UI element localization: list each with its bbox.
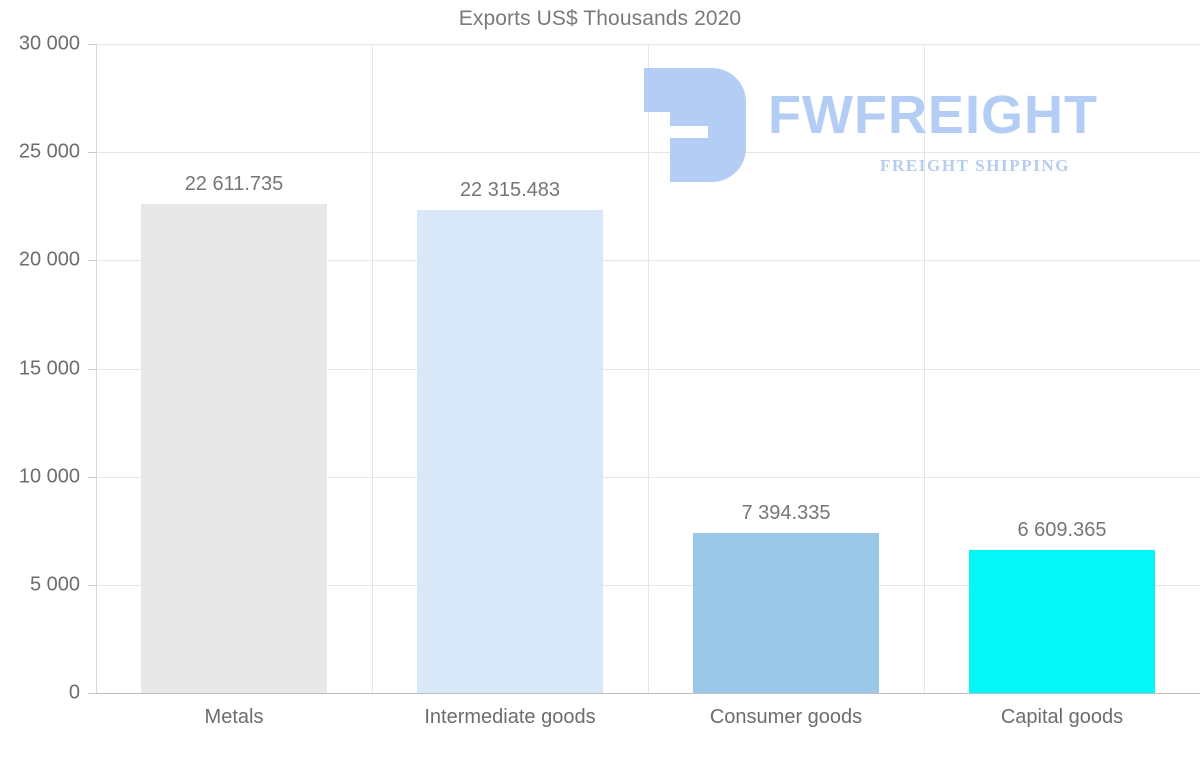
gridline-vertical xyxy=(924,44,925,693)
bar-value-label: 22 315.483 xyxy=(459,179,561,202)
bar-value-label: 7 394.335 xyxy=(741,502,831,525)
y-axis-tick-mark xyxy=(88,476,96,478)
y-axis-tick-mark xyxy=(88,368,96,370)
gridline-vertical xyxy=(648,44,649,693)
bar-value-label: 6 609.365 xyxy=(1017,519,1107,542)
y-axis-tick-label: 5 000 xyxy=(29,573,80,596)
chart-title: Exports US$ Thousands 2020 xyxy=(458,7,742,30)
y-axis-tick-label: 25 000 xyxy=(18,140,80,163)
y-axis-tick-mark xyxy=(88,152,96,154)
bar[interactable] xyxy=(692,533,880,693)
bar[interactable] xyxy=(140,203,328,693)
y-axis-tick-label: 30 000 xyxy=(18,32,80,55)
x-axis-line xyxy=(96,693,1200,694)
y-axis-tick-mark xyxy=(88,260,96,262)
x-axis-tick-label: Metals xyxy=(204,706,264,728)
x-axis-tick-label: Consumer goods xyxy=(709,706,863,728)
y-axis-tick-mark xyxy=(88,44,96,45)
y-axis-tick-label: 0 xyxy=(68,681,80,704)
y-axis-tick-label: 10 000 xyxy=(18,465,80,488)
bar[interactable] xyxy=(968,550,1156,693)
bar-value-label: 22 611.735 xyxy=(184,172,284,195)
x-axis-tick-label: Capital goods xyxy=(1000,706,1124,728)
gridline-vertical xyxy=(372,44,373,693)
x-axis-tick-label: Intermediate goods xyxy=(424,706,596,728)
y-axis-tick-mark xyxy=(88,584,96,586)
y-axis-tick-label: 15 000 xyxy=(18,357,80,379)
y-axis-line xyxy=(96,44,97,694)
y-axis-tick-mark xyxy=(88,693,96,694)
plot-area xyxy=(96,44,1200,693)
y-axis-tick-label: 20 000 xyxy=(18,248,80,271)
bar[interactable] xyxy=(416,210,604,693)
